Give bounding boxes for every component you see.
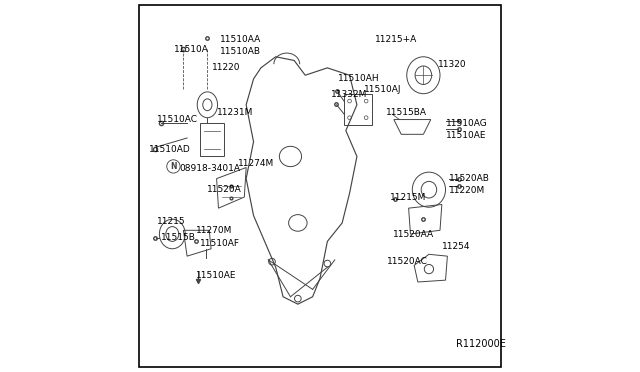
Text: 11510AE: 11510AE — [196, 271, 236, 280]
Text: 11520AC: 11520AC — [387, 257, 428, 266]
FancyBboxPatch shape — [139, 5, 501, 367]
Text: 11215+A: 11215+A — [374, 35, 417, 44]
Text: N: N — [170, 162, 177, 171]
Text: 11220: 11220 — [212, 63, 241, 72]
Text: 11220M: 11220M — [449, 186, 484, 195]
Text: 11520A: 11520A — [207, 185, 241, 194]
Text: 11510AA: 11510AA — [220, 35, 261, 44]
Text: 11510A: 11510A — [174, 45, 209, 54]
Text: 11254: 11254 — [442, 243, 470, 251]
Text: R112000E: R112000E — [456, 339, 506, 349]
Text: 11520AB: 11520AB — [449, 174, 490, 183]
Text: 11510AC: 11510AC — [157, 115, 198, 124]
Text: 11320: 11320 — [438, 60, 467, 69]
Text: 11270M: 11270M — [196, 226, 232, 235]
Text: 11332M: 11332M — [331, 90, 367, 99]
Text: 11510AH: 11510AH — [338, 74, 380, 83]
Text: 11510AF: 11510AF — [200, 239, 240, 248]
Text: 11510AB: 11510AB — [220, 47, 260, 56]
Text: 11520AA: 11520AA — [393, 230, 434, 239]
Text: 11231M: 11231M — [216, 108, 253, 117]
Text: 11510AD: 11510AD — [149, 145, 191, 154]
Text: 11215: 11215 — [157, 217, 186, 225]
Text: 11510AE: 11510AE — [445, 131, 486, 140]
Text: 11215M: 11215M — [390, 193, 426, 202]
Text: 11274M: 11274M — [238, 158, 275, 168]
Text: 08918-3401A: 08918-3401A — [179, 164, 240, 173]
Text: 11510AJ: 11510AJ — [364, 85, 401, 94]
Text: 11515B: 11515B — [161, 233, 195, 242]
Text: 11515BA: 11515BA — [386, 108, 427, 117]
Text: 11510AG: 11510AG — [445, 119, 487, 128]
